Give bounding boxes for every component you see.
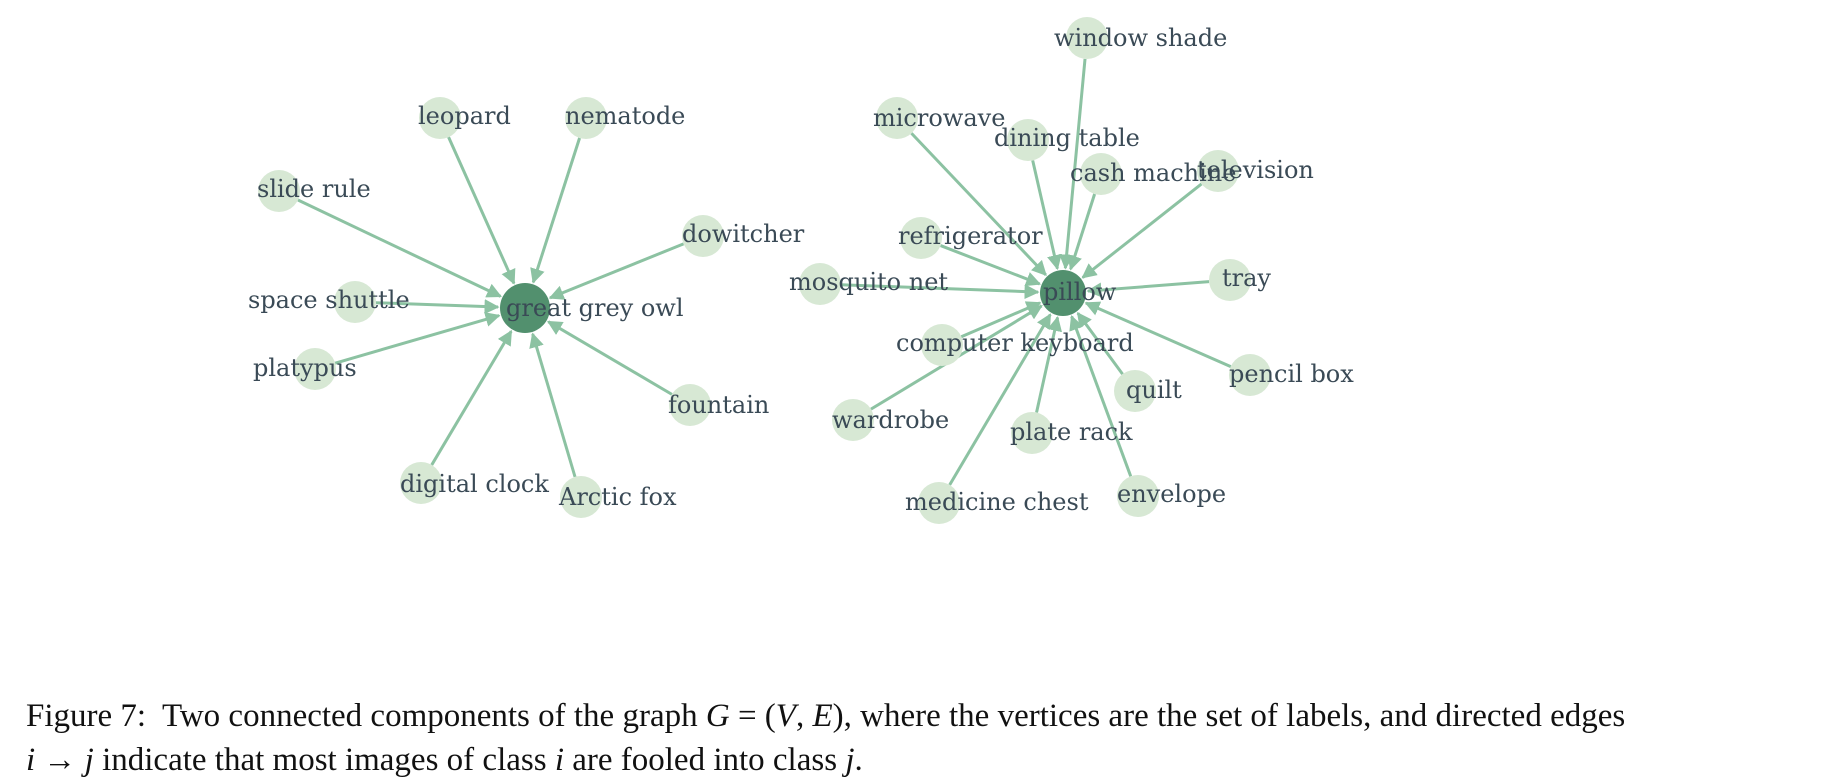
node-envelope (1117, 475, 1159, 517)
node-plate-rack (1011, 412, 1053, 454)
caption-label: Figure 7: (26, 698, 147, 734)
label-platypus: platypus (253, 354, 357, 382)
label-dining-table: dining table (994, 124, 1140, 152)
label-arctic-fox: Arctic fox (558, 483, 677, 511)
label-nematode: nematode (565, 102, 685, 130)
label-hub-pillow: pillow (1043, 278, 1117, 306)
edge-platypus (334, 312, 501, 365)
label-dowitcher: dowitcher (682, 220, 805, 248)
label-space-shuttle: space shuttle (248, 286, 410, 314)
node-tray (1209, 259, 1251, 301)
label-plate-rack: plate rack (1010, 418, 1133, 446)
edges-layer (297, 58, 1232, 486)
figure-caption: Figure 7: Two connected components of th… (26, 694, 1826, 782)
label-envelope: envelope (1117, 480, 1226, 508)
node-space-shuttle (334, 281, 376, 323)
edge-leopard (447, 136, 516, 285)
edge-fountain (546, 320, 673, 396)
node-computer-keyboard (921, 324, 963, 366)
label-computer-keyboard: computer keyboard (896, 329, 1134, 357)
nodes-layer: leopard nematode slide rule dowitcher space … (248, 17, 1354, 524)
label-microwave: microwave (873, 104, 1005, 132)
label-tray: tray (1222, 264, 1271, 292)
edge-nematode (530, 137, 582, 284)
label-wardrobe: wardrobe (832, 406, 949, 434)
node-quilt (1114, 370, 1156, 412)
label-quilt: quilt (1126, 376, 1182, 404)
hub-node-great-grey-owl (500, 283, 550, 333)
node-arctic-fox (560, 476, 602, 518)
caption-line-2: i → j indicate that most images of class… (26, 742, 863, 778)
label-mosquito-net: mosquito net (789, 268, 948, 296)
edge-medicine-chest (948, 313, 1052, 486)
hub-node-pillow (1040, 270, 1086, 316)
label-pencil-box: pencil box (1229, 360, 1354, 388)
node-slide-rule (258, 170, 300, 212)
node-platypus (294, 348, 336, 390)
node-television (1197, 150, 1239, 192)
edge-mosquito-net (840, 283, 1040, 300)
edge-space-shuttle (375, 299, 500, 315)
edge-tray (1086, 280, 1210, 298)
label-digital-clock: digital clock (400, 470, 549, 498)
edge-digital-clock (430, 329, 513, 466)
label-window-shade: window shade (1054, 24, 1227, 52)
edge-television (1081, 182, 1203, 279)
node-dining-table (1007, 119, 1049, 161)
node-nematode (565, 97, 607, 139)
edge-arctic-fox (529, 332, 577, 478)
node-cash-machine (1080, 153, 1122, 195)
node-microwave (876, 97, 918, 139)
node-refrigerator (900, 217, 942, 259)
graph-figure: leopard nematode slide rule dowitcher space … (248, 17, 1354, 524)
edge-refrigerator (940, 244, 1042, 287)
node-medicine-chest (918, 482, 960, 524)
label-leopard: leopard (418, 102, 511, 130)
edge-dowitcher (548, 242, 685, 300)
edge-window-shade (1059, 58, 1087, 270)
node-digital-clock (400, 462, 442, 504)
label-fountain: fountain (668, 391, 769, 419)
label-television: television (1197, 156, 1314, 184)
edge-quilt (1076, 311, 1124, 375)
node-leopard (419, 97, 461, 139)
edge-dining-table (1031, 160, 1062, 271)
node-dowitcher (682, 215, 724, 257)
node-fountain (669, 384, 711, 426)
node-mosquito-net (799, 263, 841, 305)
edge-envelope (1069, 315, 1133, 477)
node-wardrobe (832, 399, 874, 441)
label-slide-rule: slide rule (257, 175, 371, 203)
edge-slide-rule (297, 198, 502, 298)
caption-line-1: Figure 7: Two connected components of th… (26, 698, 1626, 734)
node-window-shade (1066, 17, 1108, 59)
node-pencil-box (1229, 354, 1271, 396)
edge-plate-rack (1035, 315, 1062, 413)
label-hub-great-grey-owl: great grey owl (506, 294, 684, 322)
label-medicine-chest: medicine chest (905, 488, 1089, 516)
edge-cash-machine (1067, 193, 1097, 271)
label-refrigerator: refrigerator (898, 222, 1043, 250)
edge-pencil-box (1084, 301, 1232, 368)
edge-microwave (910, 132, 1047, 276)
label-cash-machine: cash machine (1070, 159, 1236, 187)
